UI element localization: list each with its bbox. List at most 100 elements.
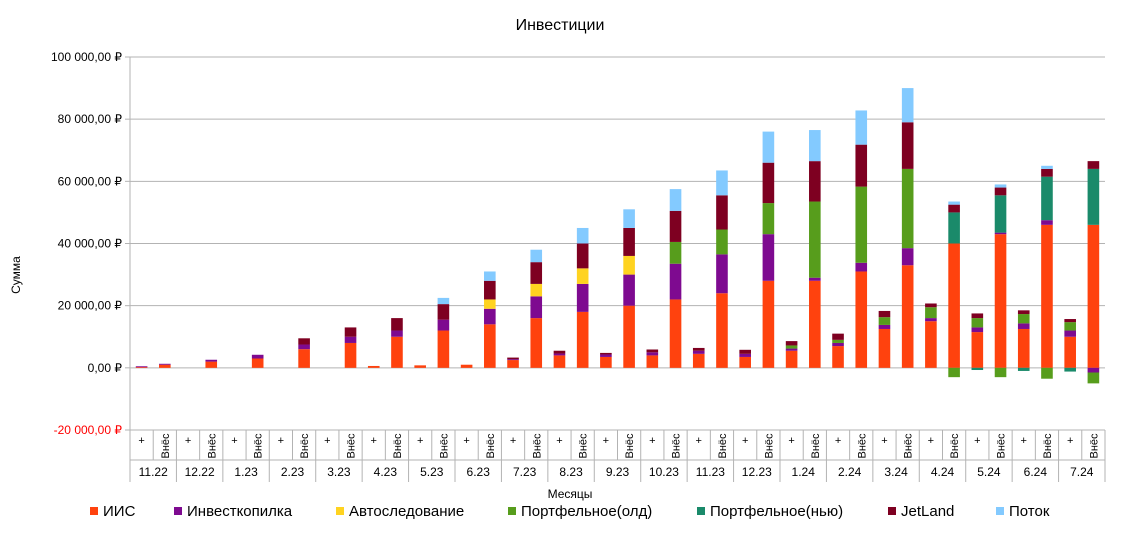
bar-1-30: [809, 280, 821, 368]
x-subcategory-label: +: [463, 435, 469, 447]
bar-1-13: [414, 365, 426, 368]
x-month-label: 2.23: [281, 465, 305, 479]
bar-2-17: [507, 359, 519, 361]
bar-1-35: [925, 321, 937, 368]
bar-6-23: [646, 349, 659, 353]
bar-4-35: [925, 307, 937, 319]
x-month-label: 4.24: [931, 465, 955, 479]
bar-7-34: [901, 88, 914, 123]
bar-4-28: [762, 203, 775, 235]
bar-6-35: [925, 303, 937, 308]
bar-6-29: [785, 341, 798, 346]
x-subcategory-label: Внёс: [392, 433, 404, 459]
bar-1-31: [832, 346, 844, 368]
bar-1-21: [600, 356, 612, 368]
x-month-label: 9.23: [606, 465, 630, 479]
bar-1-18: [530, 318, 543, 368]
x-subcategory-label: Внёс: [1042, 433, 1054, 459]
bar-3-22: [623, 255, 635, 275]
bar-6-28: [762, 162, 775, 204]
y-tick-label: -20 000,00 ₽: [54, 423, 123, 437]
bar-6-41: [1064, 319, 1076, 323]
bars: [135, 88, 1100, 384]
y-tick-label: 100 000,00 ₽: [51, 50, 122, 64]
bar-4-34: [901, 168, 914, 249]
legend-label: Автоследование: [349, 503, 464, 520]
bar-2-6: [251, 354, 264, 359]
bar-7-26: [716, 170, 728, 196]
bar-2-40: [1041, 220, 1053, 225]
legend-label: ИИС: [103, 503, 136, 520]
bar-2-30: [809, 277, 821, 281]
bar-4-26: [716, 229, 728, 255]
bar-6-25: [692, 347, 705, 351]
bar-1-28: [762, 280, 775, 368]
bar-1-42: [1087, 224, 1100, 368]
bar-2-38: [994, 232, 1007, 235]
bar-1-33: [878, 328, 891, 368]
x-subcategory-label: +: [138, 435, 144, 447]
x-subcategory-label: Внёс: [671, 433, 683, 459]
x-subcategory-label: +: [649, 435, 655, 447]
legend-swatch: [336, 507, 344, 515]
bar-6-16: [484, 280, 496, 300]
y-tick-label: 40 000,00 ₽: [58, 237, 123, 251]
bar-3-20: [576, 268, 589, 284]
bar-7-28: [762, 131, 775, 163]
bar-6-34: [901, 122, 914, 169]
x-month-label: 7.23: [513, 465, 537, 479]
bar-7-40: [1041, 165, 1053, 169]
legend-swatch: [697, 507, 705, 515]
bar-1-6: [251, 358, 264, 368]
x-subcategory-label: +: [324, 435, 330, 447]
bar-6-39: [1017, 310, 1030, 315]
bar-2-20: [576, 283, 589, 312]
y-tick-label: 20 000,00 ₽: [58, 299, 123, 313]
x-subcategory-label: +: [928, 435, 934, 447]
bar-7-32: [855, 110, 868, 145]
x-subcategory-label: Внёс: [438, 433, 450, 459]
x-month-label: 5.23: [420, 465, 444, 479]
x-month-label: 3.23: [327, 465, 351, 479]
x-month-label: 12.23: [742, 465, 772, 479]
x-subcategory-label: +: [417, 435, 423, 447]
bar-1-29: [785, 350, 798, 368]
x-month-label: 6.23: [467, 465, 491, 479]
bar-1-36: [948, 243, 960, 368]
bar-2-19: [553, 353, 566, 356]
y-tick-label: 0,00 ₽: [88, 361, 123, 375]
bar-7-38: [994, 184, 1007, 188]
bar-1-17: [507, 360, 519, 368]
bar-6-17: [507, 357, 519, 360]
x-month-label: 10.23: [649, 465, 679, 479]
bar-1-10: [344, 342, 357, 368]
bar-2-37: [971, 327, 984, 333]
bar-3-18: [530, 283, 543, 297]
bar-7-36: [948, 201, 960, 205]
bar-2-24: [669, 263, 682, 300]
bar-6-8: [298, 338, 310, 345]
bar-1-15: [460, 364, 473, 368]
bar-6-18: [530, 262, 543, 284]
bar-6-40: [1041, 168, 1053, 177]
bar-7-14: [437, 297, 450, 305]
x-month-label: 7.24: [1070, 465, 1094, 479]
x-month-label: 2.24: [838, 465, 862, 479]
bar-2-1: [135, 366, 148, 368]
bar-6-31: [832, 333, 844, 340]
bar-5-42: [1087, 168, 1100, 225]
x-subcategory-label: Внёс: [949, 433, 961, 459]
x-tick-labels: + Внёс + Внёс + Внёс + Внёс + Внёс + Внёс + Внёс + Внёс…: [129, 430, 1106, 482]
bar-2-34: [901, 248, 914, 266]
bar-1-23: [646, 355, 659, 368]
bar-6-19: [553, 350, 566, 354]
bar-6-32: [855, 144, 868, 187]
bar-2-10: [344, 336, 357, 343]
x-subcategory-label: Внёс: [346, 433, 358, 459]
bar-1-20: [576, 311, 589, 368]
bar-4-24: [669, 241, 682, 264]
x-subcategory-label: Внёс: [810, 433, 822, 459]
bar-2-8: [298, 344, 310, 350]
bar-4-41: [1064, 322, 1076, 331]
bar-1-37: [971, 332, 984, 368]
